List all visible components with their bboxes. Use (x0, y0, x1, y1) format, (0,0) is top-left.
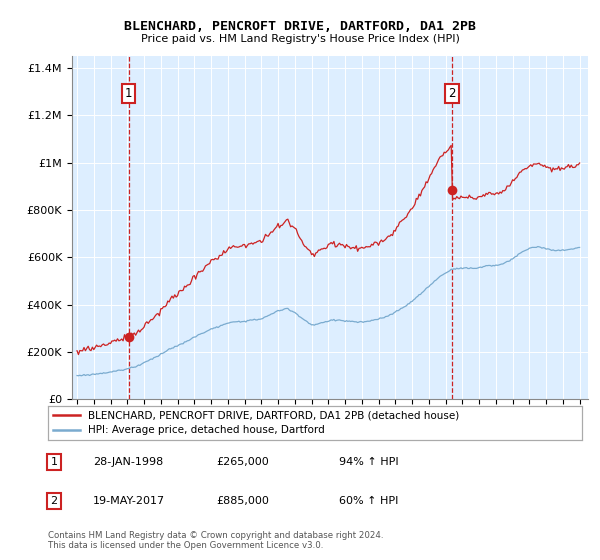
Text: £265,000: £265,000 (216, 457, 269, 467)
Text: 60% ↑ HPI: 60% ↑ HPI (339, 496, 398, 506)
Text: BLENCHARD, PENCROFT DRIVE, DARTFORD, DA1 2PB: BLENCHARD, PENCROFT DRIVE, DARTFORD, DA1… (124, 20, 476, 32)
Text: 2: 2 (50, 496, 58, 506)
Text: 19-MAY-2017: 19-MAY-2017 (93, 496, 165, 506)
Text: 28-JAN-1998: 28-JAN-1998 (93, 457, 163, 467)
Text: Contains HM Land Registry data © Crown copyright and database right 2024.
This d: Contains HM Land Registry data © Crown c… (48, 530, 383, 550)
Text: 94% ↑ HPI: 94% ↑ HPI (339, 457, 398, 467)
Text: 2: 2 (448, 87, 456, 100)
Text: 1: 1 (125, 87, 133, 100)
Text: 1: 1 (50, 457, 58, 467)
Text: HPI: Average price, detached house, Dartford: HPI: Average price, detached house, Dart… (88, 425, 325, 435)
Text: BLENCHARD, PENCROFT DRIVE, DARTFORD, DA1 2PB (detached house): BLENCHARD, PENCROFT DRIVE, DARTFORD, DA1… (88, 410, 460, 421)
Text: Price paid vs. HM Land Registry's House Price Index (HPI): Price paid vs. HM Land Registry's House … (140, 34, 460, 44)
Text: £885,000: £885,000 (216, 496, 269, 506)
